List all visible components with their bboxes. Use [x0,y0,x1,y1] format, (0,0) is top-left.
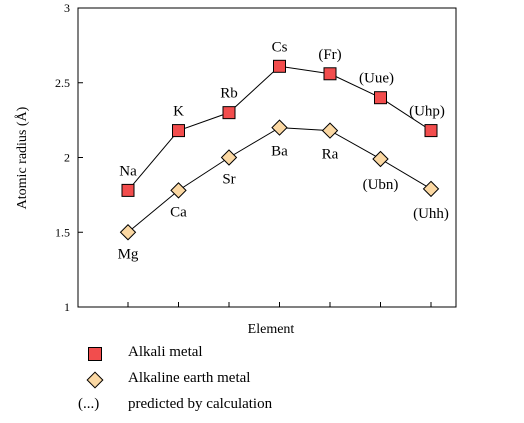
data-point-square [323,67,337,81]
data-point-square [273,59,286,73]
y-axis-ticks: 1 1.5 2 2.5 3 [55,1,83,314]
data-point-diamond [321,122,339,139]
data-point-diamond [271,119,288,136]
point-label: Cs [272,39,288,55]
point-label: Rb [220,86,238,102]
point-label: Ca [170,204,187,220]
x-axis-ticks [127,302,432,307]
data-point-diamond [220,149,238,166]
data-point-square [424,124,438,138]
point-label: (Uhp) [409,104,445,120]
point-label: Sr [222,172,235,188]
legend-note-text: predicted by calculation [128,396,273,412]
point-label: Ra [322,147,339,163]
legend-label: Alkali metal [128,344,203,360]
square-marker-icon [88,347,102,361]
diamond-marker-icon [86,371,104,389]
series-markers [119,59,440,241]
legend-note-symbol: (...) [78,396,100,412]
y-tick-label: 2 [64,151,70,165]
legend-item-alkaline-earth: Alkaline earth metal [78,368,378,394]
point-label: Ba [271,144,288,160]
data-point-square [222,106,236,120]
data-point-diamond [422,180,440,198]
legend-label: Alkaline earth metal [128,370,251,386]
legend-item-alkali: Alkali metal [78,342,378,368]
y-tick-label: 1.5 [55,225,70,239]
y-tick-label: 1 [64,300,70,314]
point-label: (Uhh) [413,206,449,222]
legend-note: (...) predicted by calculation [78,394,378,420]
point-label: (Fr) [318,47,341,63]
data-point-diamond [372,150,389,168]
y-tick-label: 3 [64,1,70,15]
point-label: Mg [118,246,139,262]
point-label: (Uue) [359,71,394,87]
point-label: Na [119,163,137,179]
point-labels: Na K Rb Cs (Fr) (Uue) (Uhp) Mg Ca Sr Ba Ra (Ubn) (Uhh… [118,39,449,262]
y-tick-label: 2.5 [55,76,70,90]
atomic-radius-chart: 1 1.5 2 2.5 3 Na K Rb Cs (Fr) (Uue) (Uhp) Mg Ca Sr Ba R… [14,1,457,337]
data-point-diamond [119,224,137,241]
data-point-diamond [170,182,187,199]
point-label: K [173,104,184,120]
data-point-square [374,91,387,105]
data-point-square [172,124,185,138]
data-point-square [121,183,135,197]
legend: Alkali metal Alkaline earth metal (...) … [78,342,378,420]
x-axis-title: Element [248,322,295,337]
y-axis-title: Atomic radius (Å) [14,106,30,209]
point-label: (Ubn) [363,177,399,193]
